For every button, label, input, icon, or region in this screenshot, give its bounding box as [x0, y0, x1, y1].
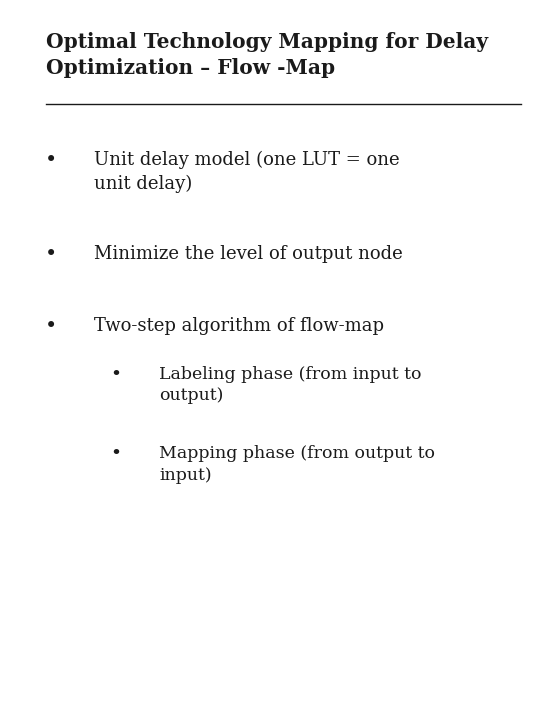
Text: •: •: [45, 317, 57, 336]
Text: Two-step algorithm of flow-map: Two-step algorithm of flow-map: [94, 317, 384, 335]
Text: •: •: [111, 445, 122, 463]
Text: Unit delay model (one LUT = one
unit delay): Unit delay model (one LUT = one unit del…: [94, 151, 400, 193]
Text: Optimal Technology Mapping for Delay
Optimization – Flow -Map: Optimal Technology Mapping for Delay Opt…: [46, 32, 488, 78]
Text: Minimize the level of output node: Minimize the level of output node: [94, 245, 403, 263]
Text: •: •: [45, 245, 57, 264]
Text: Labeling phase (from input to
output): Labeling phase (from input to output): [159, 366, 422, 405]
Text: •: •: [111, 366, 122, 384]
Text: •: •: [45, 151, 57, 170]
Text: Mapping phase (from output to
input): Mapping phase (from output to input): [159, 445, 435, 484]
